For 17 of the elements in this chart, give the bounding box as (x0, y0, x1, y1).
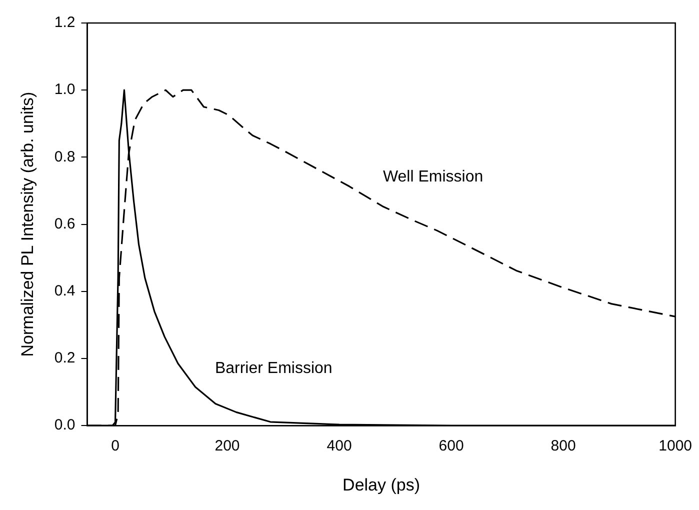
y-tick-label: 0.8 (54, 148, 76, 166)
y-axis-title: Normalized PL Intensity (arb. units) (18, 92, 37, 357)
y-tick-label: 0.0 (54, 416, 76, 434)
y-tick-label: 1.0 (54, 81, 76, 98)
y-tick-label: 1.2 (54, 14, 76, 32)
x-tick-label: 800 (550, 438, 576, 455)
y-tick-label: 0.6 (54, 215, 76, 232)
x-tick-label: 1000 (658, 438, 692, 455)
y-tick-label: 0.4 (54, 282, 76, 300)
x-tick-label: 400 (326, 438, 352, 455)
x-axis-title: Delay (ps) (342, 475, 420, 494)
y-tick-label: 0.2 (54, 350, 76, 367)
x-tick-label: 0 (111, 438, 120, 455)
x-tick-label: 200 (214, 438, 240, 455)
series-label: Barrier Emission (214, 360, 332, 377)
x-tick-label: 600 (438, 438, 464, 455)
series-label: Well Emission (382, 168, 484, 186)
